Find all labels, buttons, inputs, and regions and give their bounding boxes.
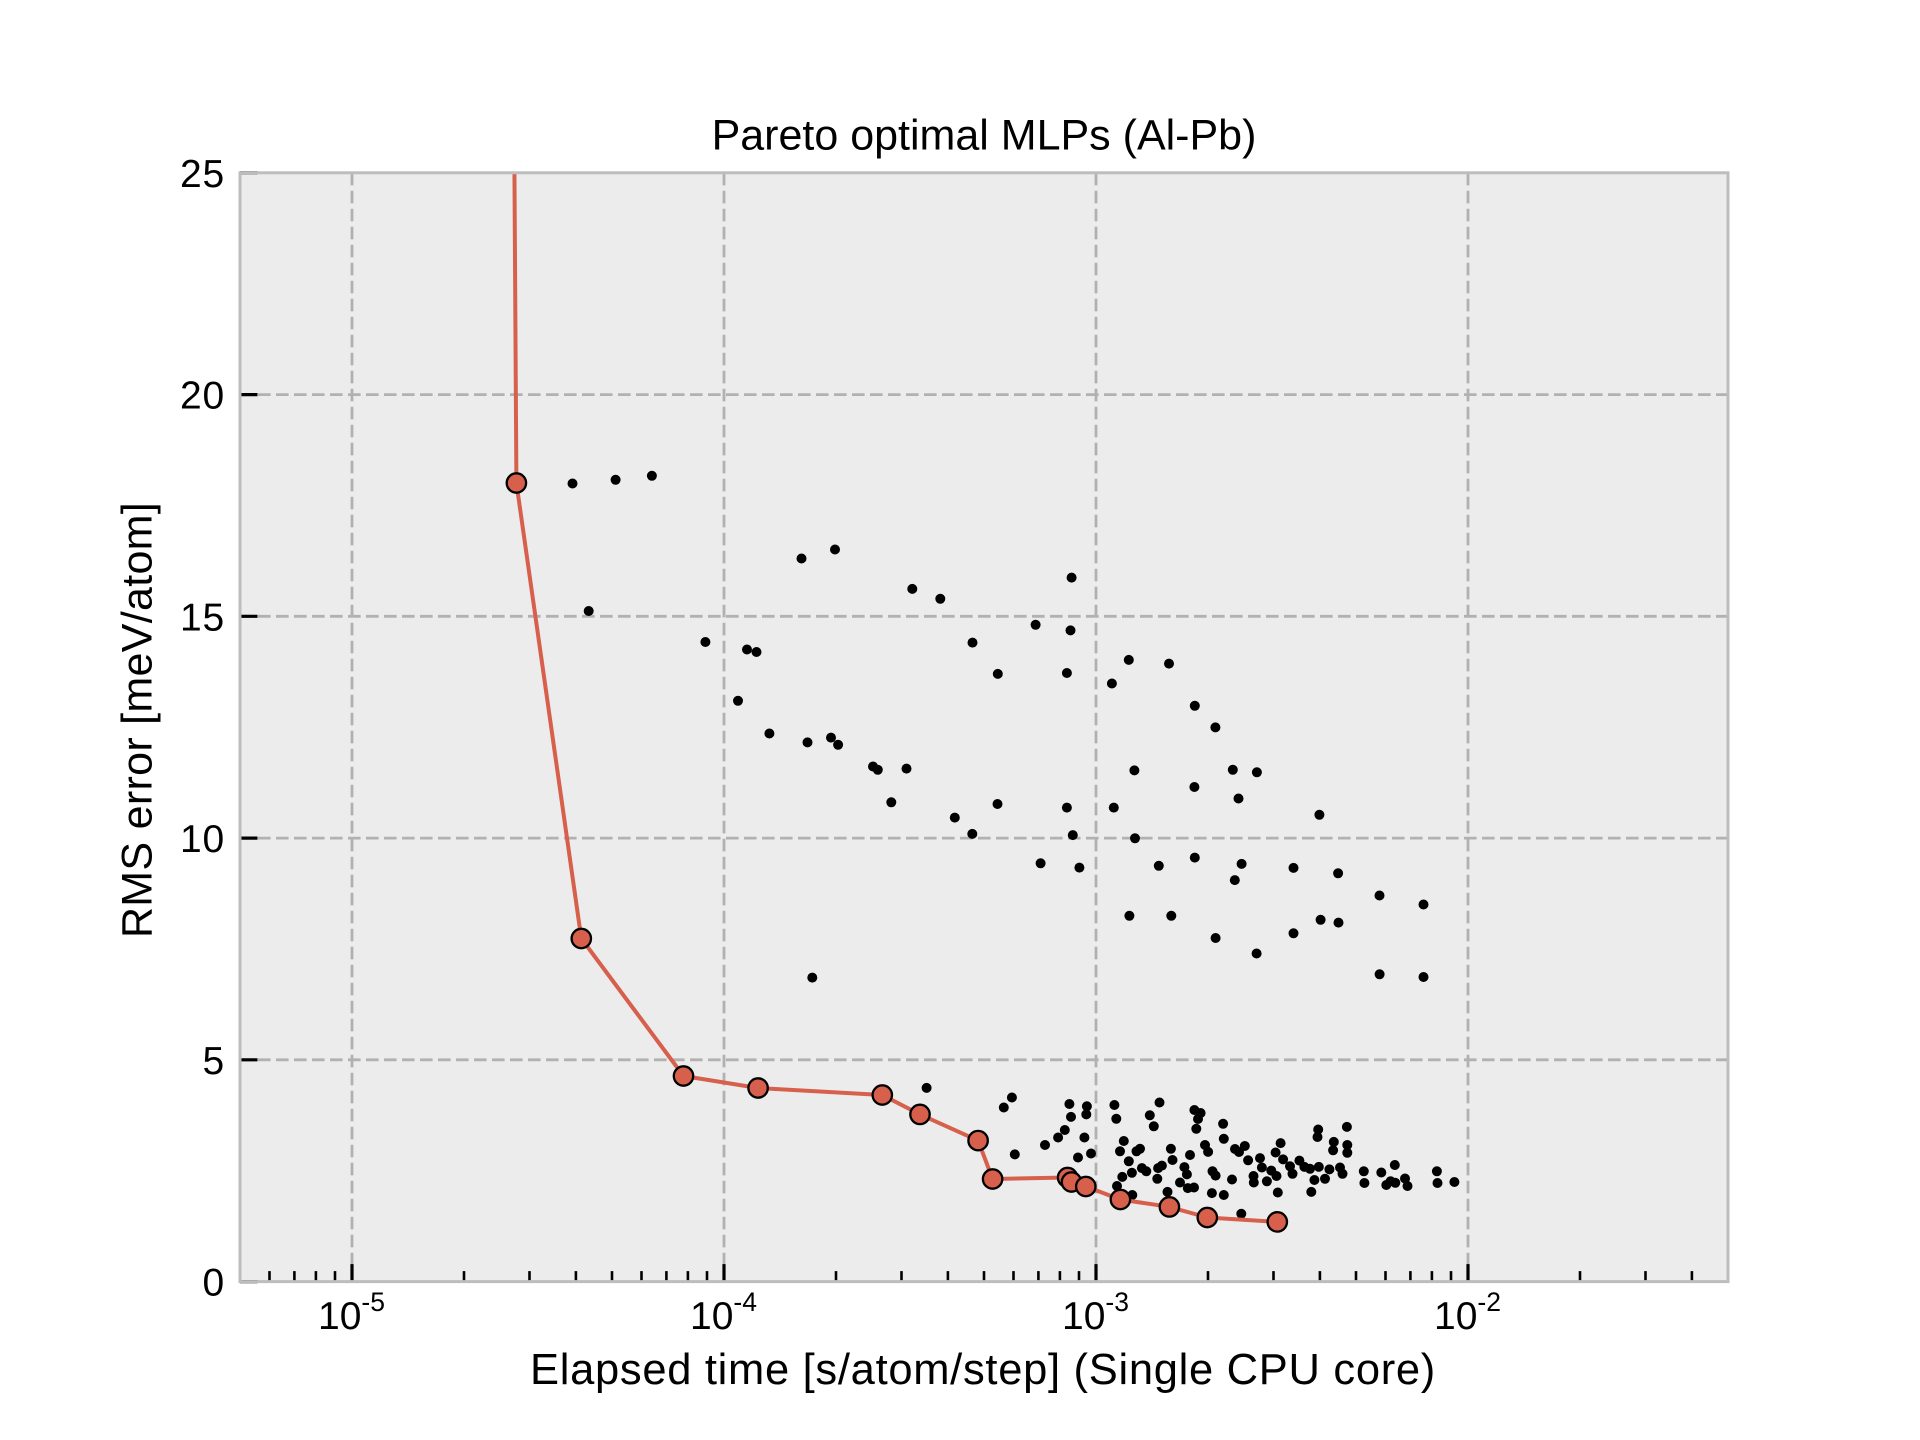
- svg-text:10-4: 10-4: [690, 1287, 757, 1338]
- svg-text:Pareto optimal MLPs (Al-Pb): Pareto optimal MLPs (Al-Pb): [712, 111, 1257, 159]
- svg-text:0: 0: [203, 1262, 226, 1305]
- svg-text:20: 20: [180, 375, 225, 418]
- svg-text:RMS error [meV/atom]: RMS error [meV/atom]: [114, 502, 162, 938]
- svg-text:10-2: 10-2: [1434, 1287, 1501, 1338]
- svg-text:10: 10: [180, 818, 225, 861]
- svg-text:Elapsed time [s/atom/step] (Si: Elapsed time [s/atom/step] (Single CPU c…: [530, 1346, 1436, 1394]
- svg-text:5: 5: [203, 1040, 226, 1083]
- svg-text:15: 15: [180, 596, 225, 639]
- svg-text:25: 25: [180, 153, 225, 196]
